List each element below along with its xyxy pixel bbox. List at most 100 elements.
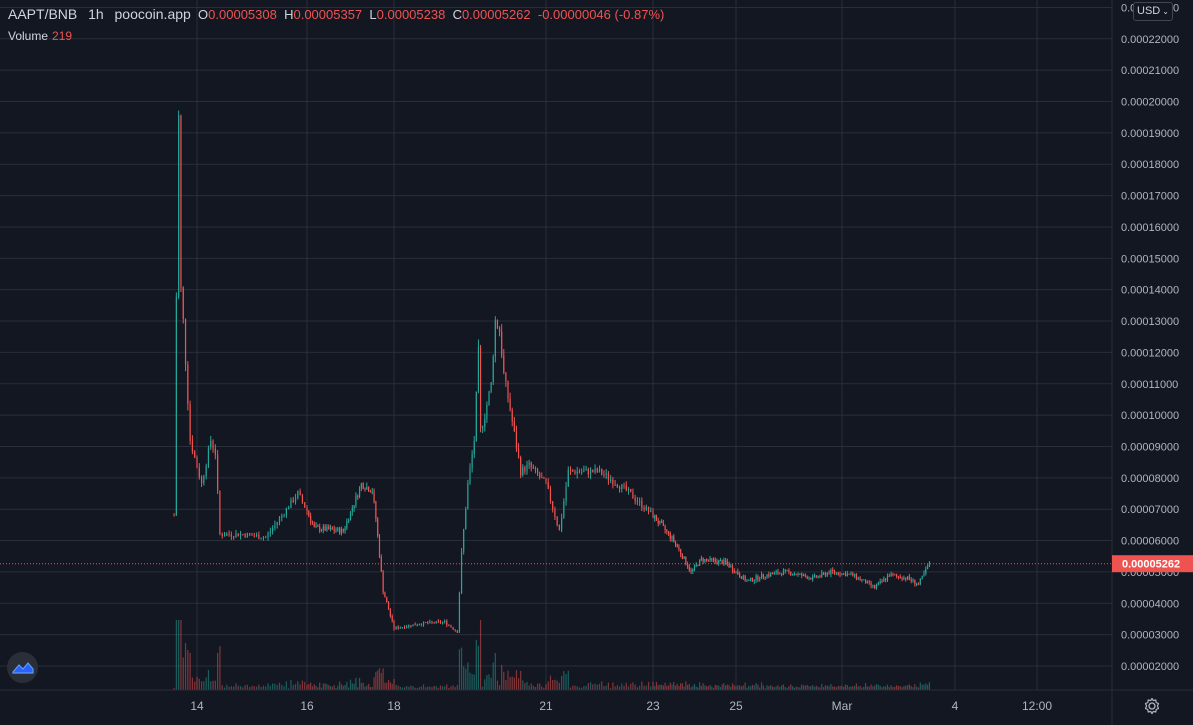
- candle-body: [788, 569, 790, 572]
- volume-bar: [768, 686, 770, 690]
- volume-bar: [292, 684, 294, 690]
- candle-body: [753, 580, 755, 582]
- candle-body: [477, 347, 480, 392]
- candle-body: [688, 567, 690, 571]
- candle-body: [214, 448, 216, 455]
- volume-bar: [839, 686, 841, 690]
- candle-body: [700, 558, 703, 560]
- candle-body: [726, 561, 728, 564]
- volume-bar: [718, 685, 720, 690]
- volume-bar: [509, 677, 511, 690]
- volume-bar: [901, 687, 903, 690]
- volume-bar: [852, 686, 854, 690]
- interval-label[interactable]: 1h: [88, 6, 104, 22]
- candle-body: [387, 602, 390, 610]
- volume-bar: [348, 687, 350, 690]
- candle-body: [520, 457, 522, 476]
- candle-body: [539, 473, 541, 478]
- tradingview-logo-icon[interactable]: [7, 652, 38, 683]
- candle-body: [614, 484, 616, 486]
- candle-body: [603, 474, 605, 476]
- candle-body: [733, 570, 735, 573]
- candle-body: [178, 115, 180, 297]
- volume-bar: [410, 685, 412, 690]
- candle-body: [647, 506, 650, 512]
- volume-bar: [690, 687, 692, 690]
- candle-body: [709, 558, 711, 561]
- volume-bar: [790, 684, 792, 690]
- candles: [173, 110, 931, 633]
- candle-body: [292, 499, 294, 502]
- candle-body: [916, 584, 918, 586]
- time-axis[interactable]: 14 16 18 21 23 25 Mar 4 12:00: [0, 689, 1193, 713]
- candle-body: [217, 454, 219, 491]
- volume-bar: [322, 683, 324, 690]
- volume-bar: [342, 685, 344, 690]
- volume-label[interactable]: Volume: [8, 29, 49, 43]
- candle-body: [223, 535, 226, 537]
- candle-body: [748, 579, 750, 581]
- volume-bar: [830, 683, 832, 690]
- candle-body: [801, 573, 803, 576]
- candle-body: [730, 566, 732, 568]
- volume-bar: [692, 685, 694, 690]
- candle-body: [458, 593, 461, 633]
- candle-body: [301, 495, 304, 503]
- volume-bar: [371, 687, 373, 690]
- volume-bar: [308, 684, 310, 690]
- candle-body: [281, 515, 283, 518]
- currency-button[interactable]: USD ⌄: [1133, 2, 1173, 21]
- volume-bar: [235, 683, 237, 690]
- gear-icon[interactable]: [1143, 697, 1161, 715]
- candle-body: [839, 574, 841, 576]
- candle-body: [760, 574, 763, 579]
- volume-bar: [897, 685, 900, 690]
- candle-body: [855, 573, 858, 579]
- volume-bar: [815, 685, 817, 690]
- volume-bar: [543, 687, 545, 690]
- candle-body: [857, 577, 859, 579]
- candle-body: [358, 487, 361, 497]
- candle-body: [340, 529, 343, 534]
- volume-bar: [750, 686, 752, 690]
- candle-body: [418, 624, 420, 626]
- close-key: C: [452, 7, 462, 22]
- volume-bar: [874, 685, 876, 690]
- candle-body: [574, 471, 576, 474]
- candle-body: [905, 577, 907, 580]
- candle-body: [702, 558, 704, 562]
- volume-bar: [267, 683, 269, 690]
- price-axis[interactable]: 0.000020000.000030000.000040000.00005000…: [1111, 0, 1179, 725]
- candle-body: [852, 573, 854, 576]
- candle-body: [890, 573, 892, 577]
- volume-bar: [870, 684, 872, 690]
- candle-body: [804, 574, 806, 577]
- symbol-name[interactable]: AAPT/BNB: [8, 6, 78, 22]
- volume-bar: [914, 684, 916, 690]
- source-label: poocoin.app: [114, 6, 191, 22]
- candle-body: [431, 621, 433, 623]
- volume-bar: [230, 686, 232, 690]
- candle-body: [731, 566, 734, 571]
- volume-legend: Volume 219: [8, 29, 72, 43]
- candle-body: [759, 578, 761, 580]
- volume-bar: [906, 685, 909, 690]
- x-tick-label: 23: [646, 699, 660, 713]
- volume-bar: [278, 682, 281, 690]
- volume-bar: [435, 686, 437, 690]
- candle-body: [850, 573, 852, 575]
- candle-body: [768, 574, 770, 576]
- volume-bar: [556, 680, 558, 690]
- volume-bar: [182, 657, 184, 690]
- candle-body: [501, 331, 503, 356]
- y-tick-label: 0.00020000: [1121, 97, 1179, 109]
- candle-body: [764, 577, 766, 579]
- candle-body: [233, 536, 235, 538]
- volume-bar: [605, 685, 607, 690]
- candle-body: [567, 469, 569, 487]
- grid-lines: [0, 0, 1112, 690]
- candle-body: [681, 554, 683, 559]
- candle-body: [832, 569, 834, 572]
- candle-body: [585, 469, 587, 471]
